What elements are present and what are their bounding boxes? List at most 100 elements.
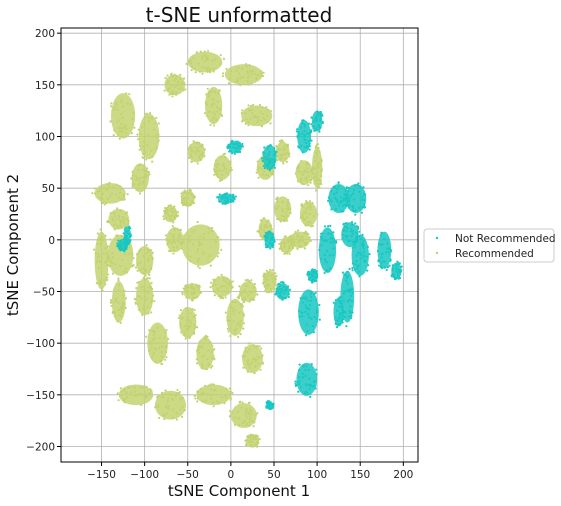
- point: [127, 223, 130, 226]
- point: [360, 237, 363, 241]
- point: [355, 259, 358, 263]
- point: [216, 196, 219, 199]
- point: [264, 276, 267, 279]
- point: [148, 173, 151, 176]
- point: [123, 198, 126, 201]
- point: [150, 357, 154, 360]
- point: [284, 144, 287, 147]
- point: [223, 152, 226, 155]
- point: [265, 269, 268, 272]
- point: [237, 145, 240, 148]
- point: [116, 227, 120, 230]
- point: [205, 68, 209, 71]
- point: [361, 198, 364, 201]
- point: [307, 184, 310, 187]
- point: [219, 296, 222, 300]
- point: [319, 179, 323, 182]
- point: [340, 320, 343, 323]
- point: [262, 275, 265, 278]
- point: [197, 288, 200, 291]
- point: [111, 252, 114, 255]
- point: [239, 319, 242, 323]
- point: [282, 281, 285, 285]
- point: [276, 198, 279, 201]
- point: [244, 298, 247, 301]
- point: [391, 264, 394, 267]
- point: [117, 289, 120, 292]
- legend-marker-not-recommended: [435, 236, 439, 240]
- point: [124, 212, 127, 215]
- point: [193, 308, 196, 312]
- point: [319, 118, 322, 121]
- point: [119, 221, 123, 224]
- point: [183, 409, 186, 412]
- point: [114, 298, 118, 301]
- point: [190, 149, 193, 152]
- point: [193, 140, 196, 144]
- point: [257, 176, 260, 179]
- point: [117, 196, 120, 199]
- point: [220, 396, 223, 399]
- point: [201, 400, 204, 403]
- point: [141, 313, 144, 317]
- point: [163, 89, 166, 92]
- point: [171, 75, 174, 78]
- point: [186, 196, 189, 200]
- point: [120, 113, 123, 116]
- point: [132, 257, 135, 260]
- point: [190, 59, 193, 63]
- point: [333, 192, 336, 196]
- point: [217, 92, 220, 95]
- point: [196, 362, 199, 365]
- point: [245, 117, 248, 121]
- point: [165, 209, 168, 212]
- point: [398, 262, 401, 265]
- point: [147, 249, 150, 252]
- point: [313, 159, 316, 163]
- point: [277, 295, 281, 298]
- point: [237, 72, 241, 75]
- point: [164, 350, 168, 353]
- cluster-0-1: [138, 113, 160, 160]
- point: [193, 68, 197, 71]
- point: [236, 151, 240, 154]
- point: [318, 130, 321, 133]
- point: [179, 326, 183, 329]
- point: [127, 252, 130, 255]
- point: [306, 179, 309, 182]
- point: [309, 181, 312, 184]
- y-tick-label: 150: [35, 80, 55, 92]
- point: [123, 222, 126, 226]
- point: [190, 160, 193, 163]
- point: [259, 368, 262, 371]
- point: [328, 267, 332, 270]
- point: [119, 321, 122, 324]
- point: [337, 297, 340, 301]
- point: [327, 232, 330, 235]
- point: [350, 227, 353, 230]
- point: [329, 224, 332, 227]
- point: [303, 169, 306, 172]
- point: [152, 333, 155, 336]
- point: [258, 437, 261, 441]
- point: [200, 243, 203, 246]
- point: [221, 196, 224, 199]
- point: [194, 146, 197, 149]
- point: [388, 264, 391, 267]
- point: [339, 301, 342, 305]
- point: [191, 291, 194, 295]
- point: [334, 208, 337, 211]
- point: [205, 114, 208, 117]
- point: [315, 151, 318, 154]
- point: [348, 267, 351, 270]
- point: [336, 309, 339, 312]
- point: [345, 230, 348, 233]
- point: [266, 274, 269, 277]
- point: [185, 323, 188, 327]
- point: [394, 263, 398, 266]
- point: [318, 303, 321, 307]
- point: [99, 282, 103, 285]
- point: [151, 338, 155, 342]
- point: [309, 225, 313, 228]
- point: [186, 310, 190, 314]
